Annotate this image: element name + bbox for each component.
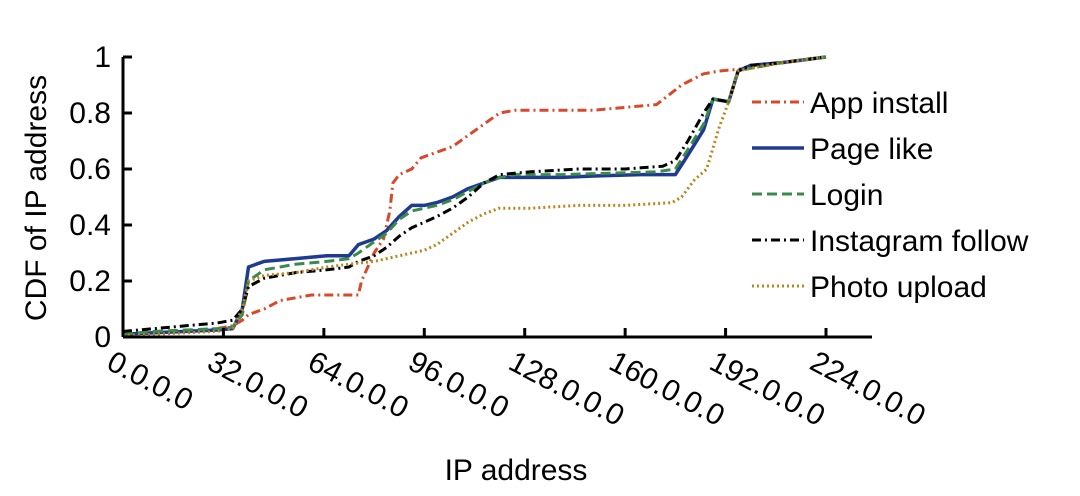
legend-label-0: App install: [810, 87, 948, 120]
series-line-4: [122, 55, 827, 338]
x-tick-label: 64.0.0.0: [303, 345, 414, 425]
legend-label-3: Instagram follow: [810, 225, 1029, 258]
series-line-0: [122, 55, 827, 336]
legend-label-2: Login: [810, 179, 883, 212]
series-line-3: [122, 55, 827, 333]
x-tick-label: 96.0.0.0: [403, 345, 514, 425]
y-tick-label: 0.4: [69, 209, 111, 242]
series-line-2: [122, 55, 827, 336]
x-tick-label: 32.0.0.0: [202, 345, 313, 425]
y-tick-label: 0.2: [69, 265, 111, 298]
legend: App install Page like Login Instagram follo…: [752, 87, 1029, 304]
legend-label-4: Photo upload: [810, 271, 987, 304]
y-tick-label: 0: [94, 321, 111, 354]
series-layer: [122, 55, 827, 338]
x-tick-label: 224.0.0.0: [805, 345, 931, 433]
x-axis-title: IP address: [445, 454, 588, 487]
y-axis-title: CDF of IP address: [20, 75, 53, 321]
x-tick-label: 192.0.0.0: [704, 345, 830, 433]
x-tick-label: 160.0.0.0: [604, 345, 730, 433]
y-tick-label: 0.6: [69, 153, 111, 186]
legend-label-1: Page like: [810, 133, 933, 166]
y-tick-label: 1: [94, 41, 111, 74]
y-tick-label: 0.8: [69, 97, 111, 130]
x-ticks: 0.0.0.0 32.0.0.064.0.0.096.0.0.0128.0.0.0…: [102, 328, 931, 433]
series-line-1: [122, 55, 827, 336]
x-tick-label: 0.0.0.0: [102, 345, 199, 417]
y-ticks: 0 0.2 0.4 0.6 0.8 1: [69, 41, 132, 354]
x-tick-label: 128.0.0.0: [503, 345, 629, 433]
